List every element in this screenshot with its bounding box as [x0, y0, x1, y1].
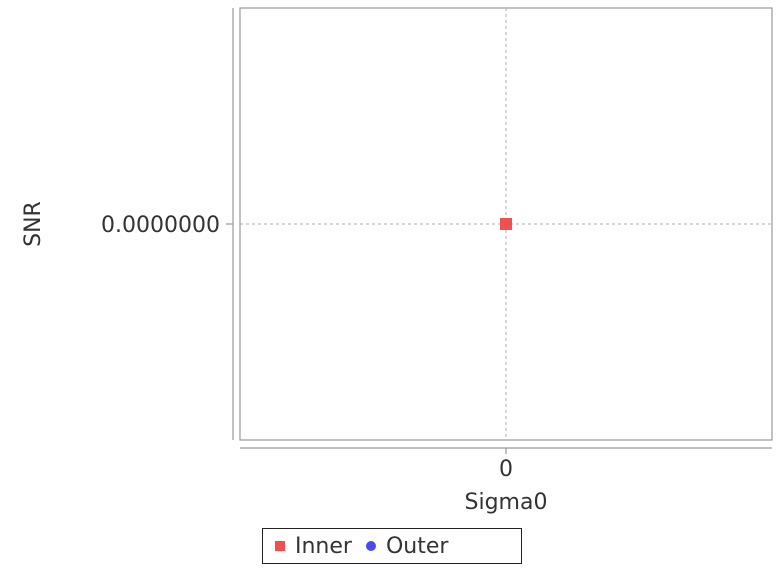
- data-points: [500, 218, 512, 230]
- legend-label-outer: Outer: [385, 533, 449, 559]
- y-axis-title: SNR: [21, 201, 46, 247]
- legend-item-inner: Inner: [275, 534, 352, 559]
- legend-label-inner: Inner: [295, 533, 352, 559]
- data-point-inner: [500, 218, 512, 230]
- legend-item-outer: Outer: [365, 533, 449, 559]
- x-axis-title: Sigma0: [465, 490, 548, 515]
- y-tick-label: 0.0000000: [101, 213, 220, 238]
- legend: Inner Outer: [262, 528, 522, 564]
- legend-square-icon: [275, 541, 285, 551]
- x-tick-label: 0: [499, 457, 513, 482]
- legend-circle-icon: [365, 541, 376, 551]
